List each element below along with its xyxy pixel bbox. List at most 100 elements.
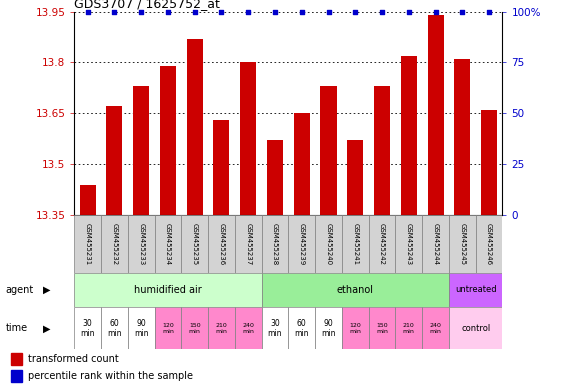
- FancyBboxPatch shape: [182, 215, 208, 273]
- Point: [351, 8, 360, 15]
- Text: GSM455234: GSM455234: [165, 223, 171, 265]
- Text: GSM455237: GSM455237: [245, 223, 251, 265]
- FancyBboxPatch shape: [262, 273, 449, 307]
- Text: ▶: ▶: [43, 323, 51, 333]
- Text: 90
min: 90 min: [321, 319, 336, 338]
- Point: [458, 8, 467, 15]
- Text: 150
min: 150 min: [376, 323, 388, 334]
- FancyBboxPatch shape: [395, 215, 422, 273]
- FancyBboxPatch shape: [449, 273, 502, 307]
- Text: GSM455244: GSM455244: [433, 223, 439, 265]
- Text: untreated: untreated: [455, 285, 497, 295]
- Text: GSM455242: GSM455242: [379, 223, 385, 265]
- Text: GSM455245: GSM455245: [459, 223, 465, 265]
- Text: 240
min: 240 min: [429, 323, 441, 334]
- FancyBboxPatch shape: [476, 215, 502, 273]
- Text: GSM455239: GSM455239: [299, 223, 305, 265]
- Text: 30
min: 30 min: [268, 319, 282, 338]
- FancyBboxPatch shape: [74, 273, 262, 307]
- FancyBboxPatch shape: [369, 307, 395, 349]
- FancyBboxPatch shape: [422, 307, 449, 349]
- FancyBboxPatch shape: [128, 307, 155, 349]
- Point: [110, 8, 119, 15]
- FancyBboxPatch shape: [74, 215, 101, 273]
- Text: GDS3707 / 1625752_at: GDS3707 / 1625752_at: [74, 0, 220, 10]
- Bar: [133, 86, 149, 215]
- Text: GSM455235: GSM455235: [192, 223, 198, 265]
- FancyBboxPatch shape: [342, 307, 369, 349]
- Point: [244, 8, 253, 15]
- Text: GSM455233: GSM455233: [138, 223, 144, 265]
- Point: [190, 8, 199, 15]
- FancyBboxPatch shape: [262, 215, 288, 273]
- Text: 210
min: 210 min: [403, 323, 415, 334]
- FancyBboxPatch shape: [155, 215, 182, 273]
- FancyBboxPatch shape: [449, 307, 502, 349]
- Text: ethanol: ethanol: [337, 285, 374, 295]
- Point: [271, 8, 280, 15]
- Bar: [214, 120, 230, 215]
- Text: GSM455236: GSM455236: [219, 223, 224, 265]
- Text: ▶: ▶: [43, 285, 51, 295]
- Point: [324, 8, 333, 15]
- FancyBboxPatch shape: [182, 307, 208, 349]
- FancyBboxPatch shape: [395, 307, 422, 349]
- Text: 90
min: 90 min: [134, 319, 148, 338]
- Point: [217, 8, 226, 15]
- Bar: [347, 141, 363, 215]
- Text: 210
min: 210 min: [215, 323, 227, 334]
- Bar: [428, 15, 444, 215]
- Point: [377, 8, 387, 15]
- Bar: [455, 59, 471, 215]
- Point: [404, 8, 413, 15]
- FancyBboxPatch shape: [128, 215, 155, 273]
- Text: 240
min: 240 min: [242, 323, 254, 334]
- Text: 120
min: 120 min: [162, 323, 174, 334]
- Point: [136, 8, 146, 15]
- Bar: [481, 110, 497, 215]
- FancyBboxPatch shape: [101, 307, 128, 349]
- Text: GSM455243: GSM455243: [406, 223, 412, 265]
- Point: [297, 8, 306, 15]
- FancyBboxPatch shape: [369, 215, 395, 273]
- Text: GSM455240: GSM455240: [325, 223, 332, 265]
- Bar: [401, 56, 417, 215]
- FancyBboxPatch shape: [208, 307, 235, 349]
- Point: [431, 8, 440, 15]
- Bar: [160, 66, 176, 215]
- FancyBboxPatch shape: [449, 215, 476, 273]
- Text: GSM455231: GSM455231: [85, 223, 91, 265]
- Text: percentile rank within the sample: percentile rank within the sample: [28, 371, 193, 381]
- Text: humidified air: humidified air: [134, 285, 202, 295]
- Text: agent: agent: [6, 285, 34, 295]
- Point: [83, 8, 92, 15]
- Text: 60
min: 60 min: [107, 319, 122, 338]
- FancyBboxPatch shape: [235, 215, 262, 273]
- FancyBboxPatch shape: [288, 307, 315, 349]
- Bar: [320, 86, 336, 215]
- Point: [485, 8, 494, 15]
- FancyBboxPatch shape: [315, 307, 342, 349]
- Bar: [293, 113, 309, 215]
- Text: GSM455232: GSM455232: [111, 223, 118, 265]
- Bar: [11, 370, 22, 382]
- Bar: [106, 106, 122, 215]
- Bar: [374, 86, 390, 215]
- Bar: [187, 39, 203, 215]
- Text: transformed count: transformed count: [28, 354, 119, 364]
- Bar: [240, 62, 256, 215]
- Text: GSM455238: GSM455238: [272, 223, 278, 265]
- Point: [163, 8, 172, 15]
- FancyBboxPatch shape: [74, 307, 101, 349]
- FancyBboxPatch shape: [342, 215, 369, 273]
- Text: 30
min: 30 min: [81, 319, 95, 338]
- FancyBboxPatch shape: [208, 215, 235, 273]
- Text: GSM455241: GSM455241: [352, 223, 358, 265]
- Text: 150
min: 150 min: [189, 323, 200, 334]
- Bar: [79, 185, 96, 215]
- FancyBboxPatch shape: [422, 215, 449, 273]
- FancyBboxPatch shape: [155, 307, 182, 349]
- Bar: [267, 141, 283, 215]
- Text: time: time: [6, 323, 28, 333]
- Text: GSM455246: GSM455246: [486, 223, 492, 265]
